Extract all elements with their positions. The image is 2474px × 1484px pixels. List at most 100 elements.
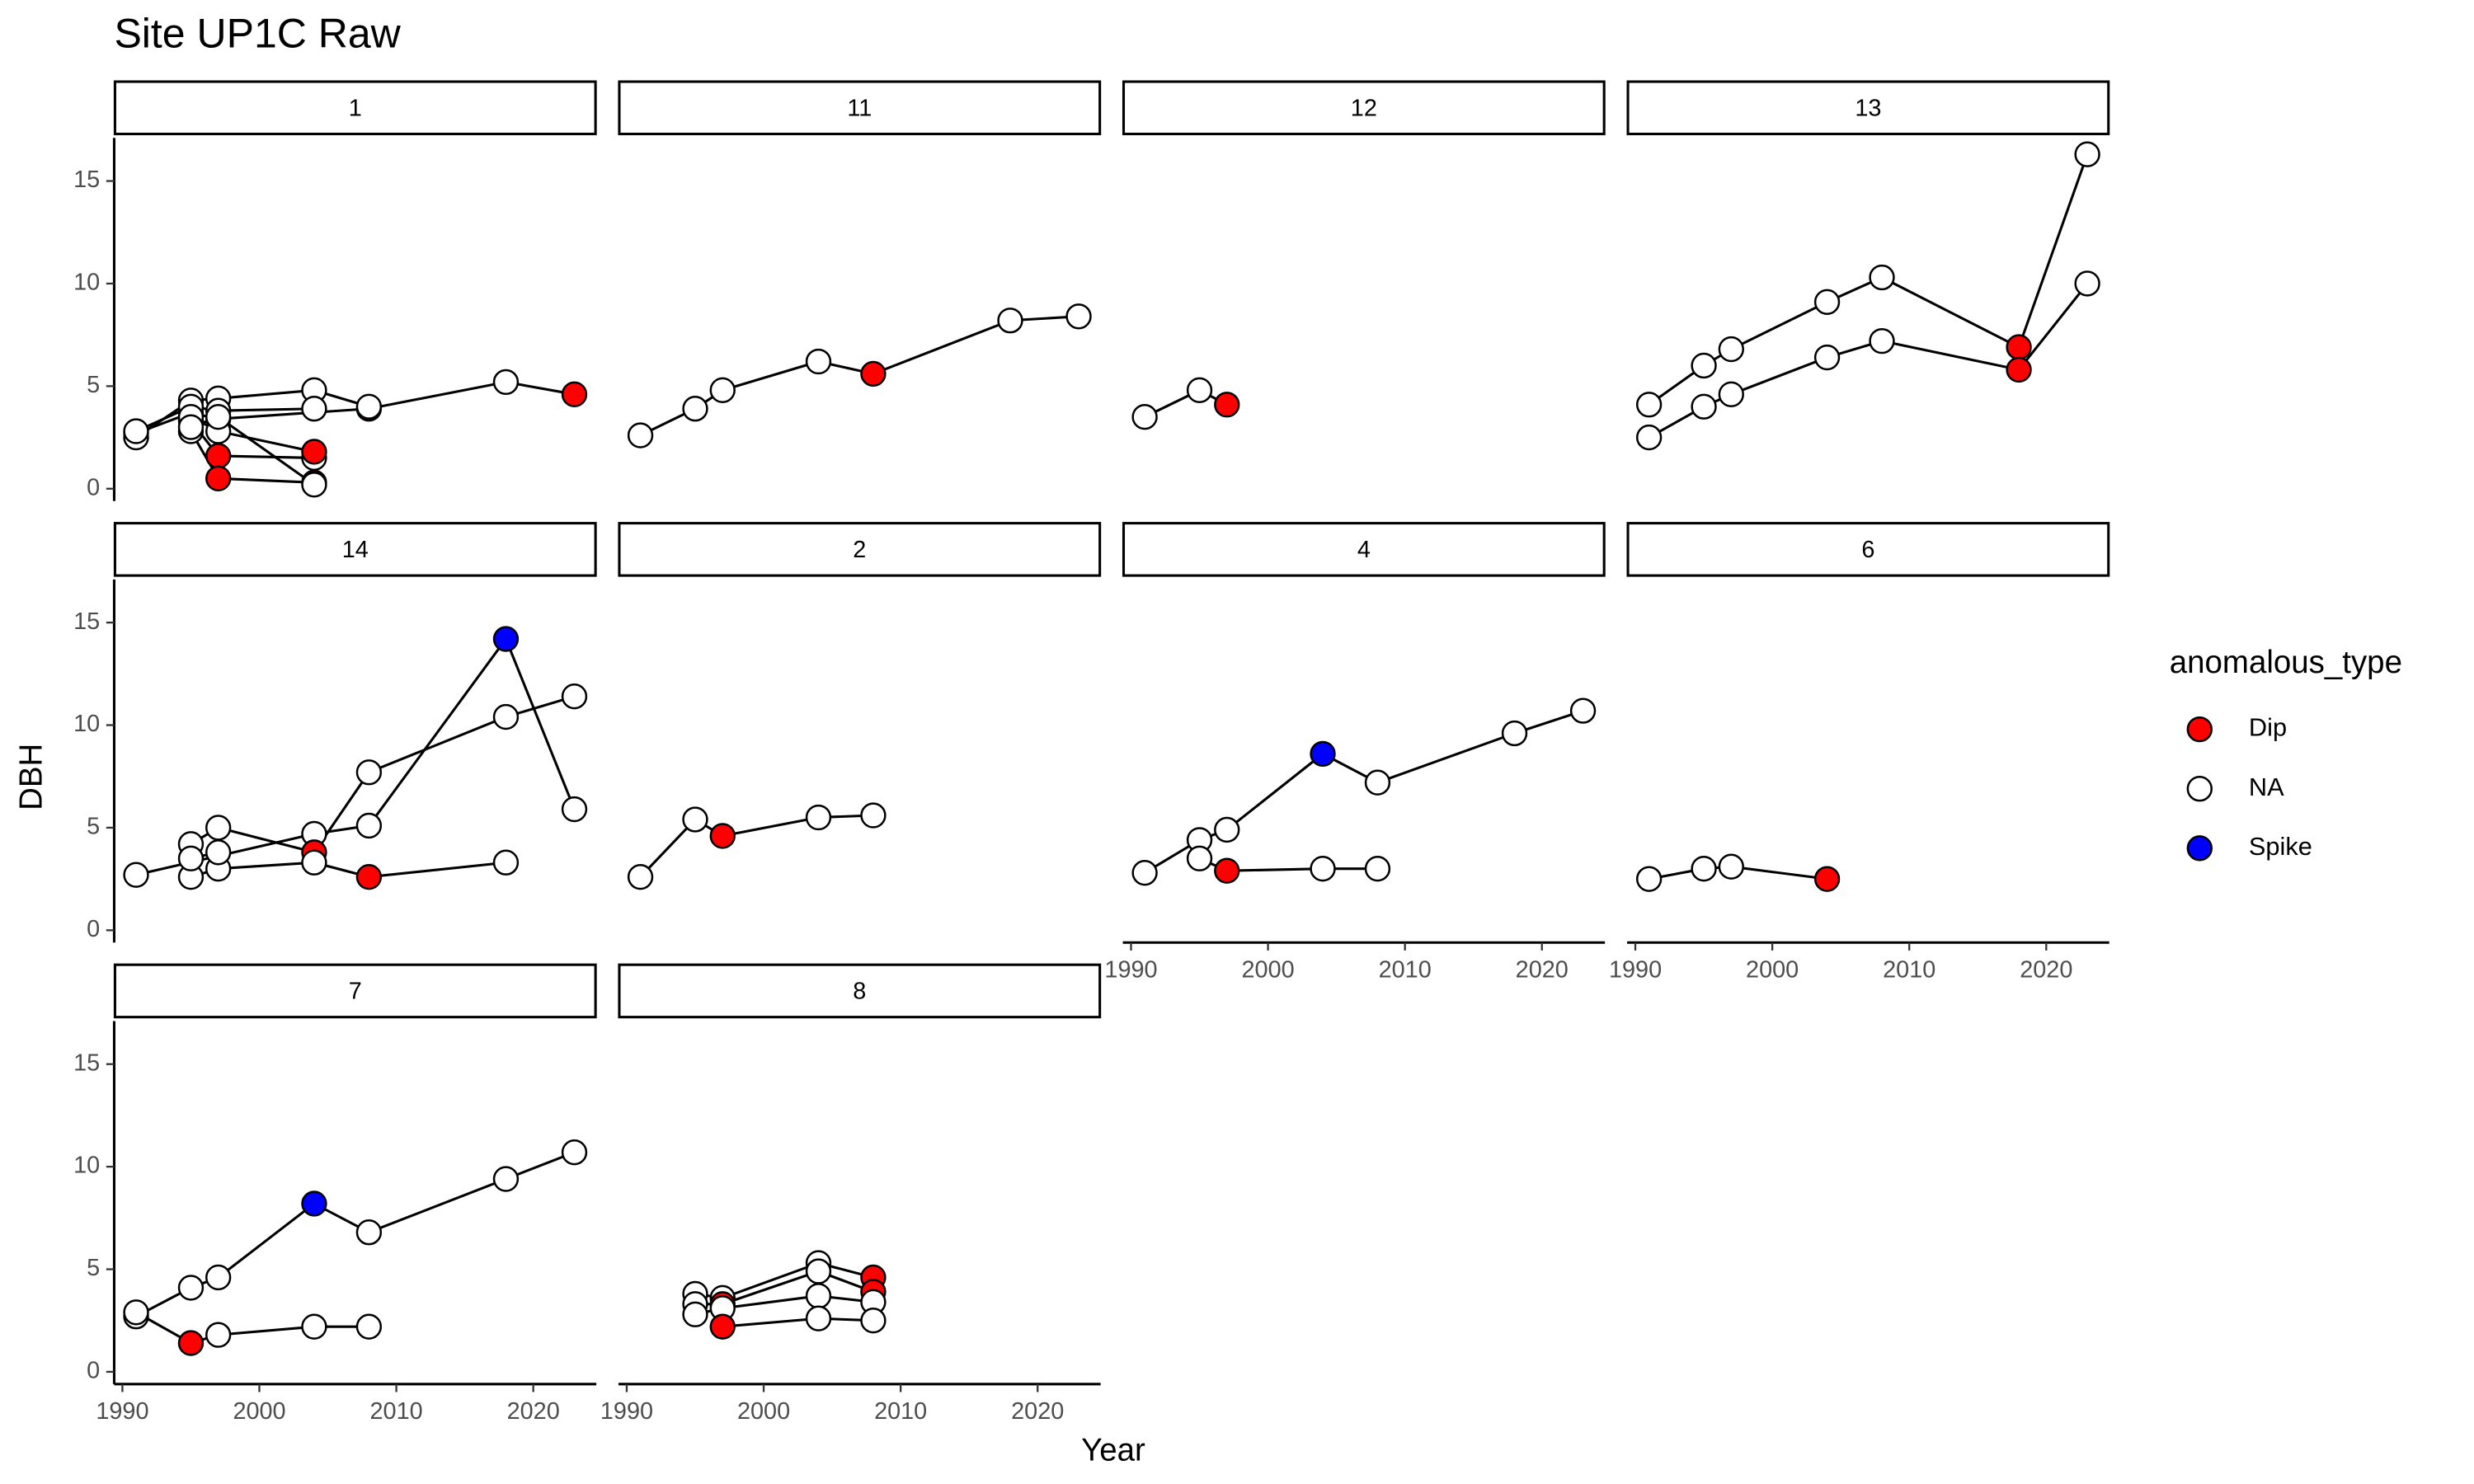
data-point [1310,740,1336,768]
legend-key [2186,835,2213,862]
facet-label: 13 [1855,95,1881,121]
data-point [123,862,149,888]
facet-strip [618,522,1102,577]
y-tick-label: 5 [87,814,100,840]
data-point [1718,336,1744,363]
data-point [805,348,832,375]
data-point [1310,856,1336,882]
facet-strip [1122,80,1606,136]
facet-label: 4 [1357,537,1371,563]
data-point [492,1166,520,1192]
data-point [2006,356,2032,383]
series-line [135,405,314,433]
legend-title: anomalous_type [2170,645,2402,680]
series-line [694,1294,874,1316]
data-point [2074,270,2100,297]
data-point [301,439,327,465]
y-tick-label: 0 [87,916,100,942]
facet-label: 2 [853,537,866,563]
chart-title: Site UP1C Raw [114,10,401,56]
facet-label: 7 [349,978,362,1004]
data-point [492,369,520,396]
data-point [1691,856,1717,882]
data-point [301,472,327,498]
data-point [301,1190,327,1217]
data-point [355,1219,383,1246]
data-point [205,1264,232,1291]
x-tick-label: 1990 [600,1398,653,1425]
data-point [301,1313,327,1340]
facet-label: 8 [853,978,866,1004]
facet-label: 6 [1861,537,1874,563]
x-tick-label: 2000 [737,1398,790,1425]
data-point [805,1305,832,1331]
facet-strip [618,963,1102,1019]
x-tick-label: 2010 [1379,957,1432,984]
data-point [301,849,327,876]
series-line [1649,865,1827,881]
data-point [561,683,588,710]
data-point [177,1330,205,1356]
data-point [2074,141,2100,167]
facet-label: 11 [847,95,872,121]
data-point [1214,857,1240,884]
y-tick-label: 10 [73,1153,100,1179]
x-tick-label: 2000 [233,1398,285,1425]
data-point [355,1313,383,1340]
x-tick-label: 2010 [874,1398,927,1425]
data-point [1635,392,1663,418]
data-point [1131,860,1158,886]
data-point [492,626,520,652]
data-point [1186,377,1213,404]
data-point [205,839,232,866]
x-axis-title: Year [1081,1433,1145,1468]
legend-key [2186,716,2213,743]
data-point [805,1258,832,1284]
x-tick-label: 1990 [96,1398,148,1425]
data-point [860,802,887,829]
y-tick-label: 0 [87,474,100,500]
data-point [1186,845,1213,871]
x-tick-label: 2000 [1746,957,1799,984]
data-point [1364,856,1391,882]
data-point [1131,404,1158,430]
data-point [205,404,232,430]
data-point [805,804,832,831]
data-point [205,443,232,469]
y-tick-label: 15 [73,1050,100,1076]
data-point [627,422,654,448]
data-point [1691,352,1717,379]
facet-strip [1626,80,2110,136]
facet-strip [113,522,597,577]
x-tick-label: 1990 [1104,957,1157,984]
x-tick-label: 2000 [1242,957,1295,984]
data-point [997,308,1023,334]
data-point [709,823,736,849]
facet-label: 1 [349,95,362,121]
data-point [177,1275,205,1301]
facet-strip [618,80,1102,136]
data-point [205,465,232,491]
facet-strip [113,963,597,1019]
y-tick-label: 5 [87,1255,100,1281]
facet-strip [113,80,597,136]
data-point [2006,334,2032,360]
y-tick-label: 15 [73,167,100,193]
data-point [301,396,327,422]
data-point [561,1139,588,1166]
data-point [123,418,149,444]
data-point [1065,303,1092,330]
y-tick-label: 15 [73,608,100,635]
y-tick-label: 0 [87,1358,100,1384]
data-point [1813,289,1841,316]
data-point [492,849,520,876]
data-point [709,377,736,404]
data-point [205,1322,232,1348]
data-point [682,1301,708,1327]
y-tick-label: 5 [87,372,100,398]
data-point [355,393,383,420]
data-point [682,806,708,833]
x-tick-label: 2010 [370,1398,423,1425]
data-point [805,1283,832,1309]
